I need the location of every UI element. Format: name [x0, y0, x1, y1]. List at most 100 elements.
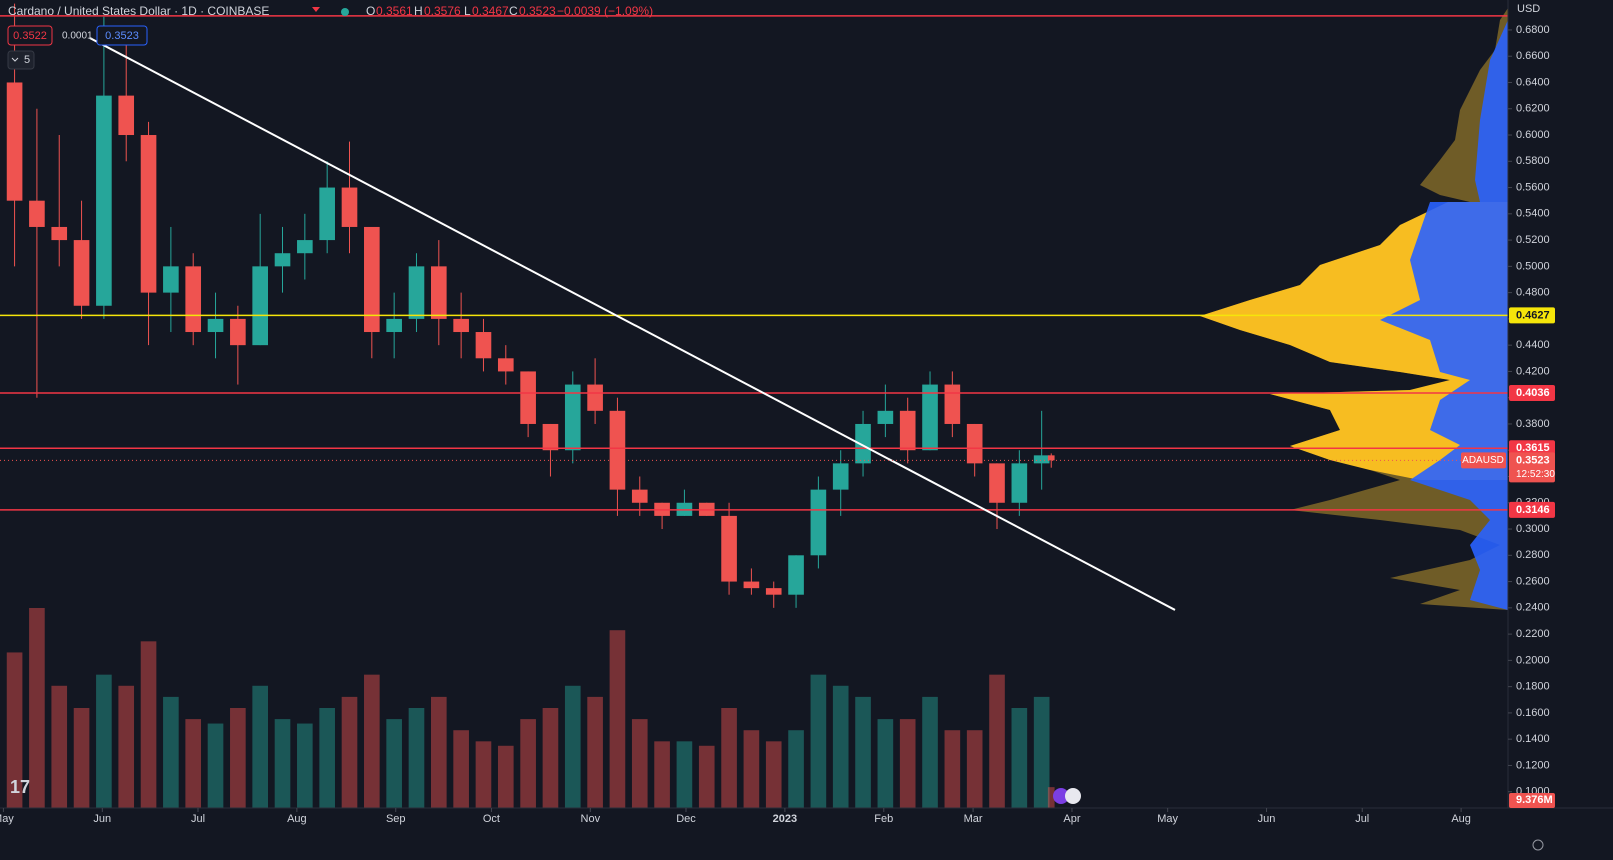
volume-bar	[944, 730, 961, 808]
volume-bar	[96, 674, 112, 808]
volume-bar	[698, 745, 715, 808]
volume-bar	[341, 696, 358, 808]
volume-bar	[185, 719, 202, 808]
candle-body	[989, 463, 1005, 503]
y-tick-label: 0.2000	[1516, 654, 1550, 666]
sell-button[interactable]	[7, 25, 53, 46]
candle-body	[185, 266, 202, 333]
ohlc-change: −0.0039 (−1.09%)	[557, 4, 653, 18]
level-badge	[1509, 307, 1555, 324]
volume-bar	[989, 674, 1005, 808]
candle-body	[118, 95, 135, 136]
y-tick-label: 0.1800	[1516, 681, 1550, 693]
x-tick-label: Oct	[483, 813, 500, 825]
y-tick-label: 0.1200	[1516, 759, 1550, 771]
candle-body	[631, 489, 648, 503]
volume-badge	[1509, 793, 1555, 808]
x-tick-label: Sep	[386, 813, 406, 825]
plot	[0, 3, 1508, 808]
flag-icon	[312, 7, 320, 12]
volume-bar	[1033, 696, 1050, 808]
y-tick-label: 0.6200	[1516, 103, 1550, 115]
candle-body	[386, 318, 402, 333]
y-tick-label: 0.2400	[1516, 602, 1550, 614]
candle-body	[966, 423, 983, 464]
y-tick-label: 0.6400	[1516, 76, 1550, 88]
y-tick-label: 0.5200	[1516, 234, 1550, 246]
candle-body	[408, 266, 425, 319]
x-tick-label: Dec	[676, 813, 696, 825]
candle-body	[1011, 463, 1028, 503]
volume-bar	[810, 674, 827, 808]
y-tick-label: 0.5400	[1516, 208, 1550, 220]
candle-body	[453, 318, 469, 333]
event-flag[interactable]	[1065, 788, 1081, 804]
x-tick-label: Feb	[874, 813, 893, 825]
currency[interactable]: USD	[1517, 3, 1540, 15]
y-tick-label: 0.2600	[1516, 575, 1550, 587]
buy-price[interactable]: 0.3523	[105, 30, 139, 42]
chart-title: Cardano / United States Dollar · 1D · CO…	[8, 4, 269, 18]
price-badge	[1509, 452, 1555, 483]
volume-bar	[676, 741, 693, 808]
level-label: 0.4627	[1516, 309, 1550, 321]
volume-bar	[788, 730, 804, 808]
ohlc-h-key: H	[414, 4, 423, 18]
y-tick-label: 0.3800	[1516, 418, 1550, 430]
symbol-badge	[1461, 452, 1506, 469]
volume-bar	[364, 674, 380, 808]
y-tick-label: 0.1400	[1516, 733, 1550, 745]
candle-body	[274, 253, 291, 267]
volume-bar	[118, 685, 135, 808]
y-tick-label: 0.6000	[1516, 129, 1550, 141]
x-tick-label: Nov	[581, 813, 601, 825]
volume-bar	[631, 719, 648, 808]
y-tick-label: 0.4400	[1516, 339, 1550, 351]
x-tick-label: Aug	[1451, 813, 1471, 825]
x-tick-label: Apr	[1063, 813, 1080, 825]
logo: 17	[10, 777, 30, 797]
volume-bar	[1011, 708, 1028, 808]
indicators-count[interactable]: 5	[24, 54, 30, 66]
volume-bar	[319, 708, 335, 808]
y-tick-label: 0.3000	[1516, 523, 1550, 535]
candle-body	[520, 371, 536, 424]
volume-bar	[163, 696, 179, 808]
x-tick-label: Jun	[93, 813, 111, 825]
level-badge	[1509, 440, 1555, 457]
candle-body	[587, 384, 603, 411]
spread: 0.0001	[62, 31, 93, 42]
candle-body	[475, 332, 492, 359]
volume-bar	[743, 730, 760, 808]
volume-bar	[1047, 787, 1055, 808]
y-tick-label: 0.5600	[1516, 181, 1550, 193]
event-icon[interactable]	[1053, 788, 1069, 804]
ohlc-l-key: L	[464, 4, 471, 18]
buy-button[interactable]	[96, 25, 148, 46]
indicators-toggle[interactable]	[7, 50, 35, 70]
volume-bar	[497, 745, 514, 808]
volume-bar	[29, 608, 45, 808]
candle-body	[564, 384, 581, 451]
candle-body	[609, 410, 626, 490]
candle-body	[6, 82, 23, 201]
x-tick-label: 2023	[773, 813, 797, 825]
y-tick-label: 0.4200	[1516, 365, 1550, 377]
symbol-label: ADAUSD	[1462, 455, 1504, 466]
sell-price[interactable]: 0.3522	[13, 30, 47, 42]
x-tick-label: Jun	[1258, 813, 1276, 825]
candle-body	[765, 588, 782, 595]
volume-bar	[654, 741, 670, 808]
volume-bar	[51, 685, 68, 808]
x-tick-label: Jul	[1355, 813, 1369, 825]
candle-body	[96, 95, 112, 306]
settings-icon[interactable]	[1532, 839, 1544, 851]
candle-body	[140, 135, 157, 293]
volume-bar	[877, 719, 894, 808]
y-tick-label: 0.5000	[1516, 260, 1550, 272]
candle-body	[230, 318, 246, 346]
volume-bar	[721, 708, 737, 808]
candle-body	[721, 515, 737, 582]
volume-bar	[274, 719, 291, 808]
